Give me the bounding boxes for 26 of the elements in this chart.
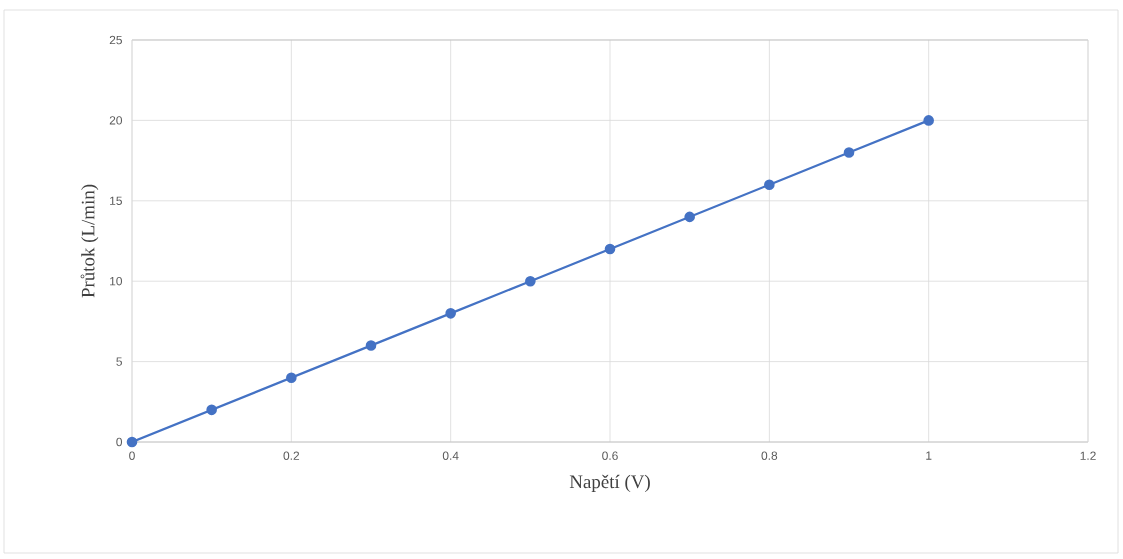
point [604,243,616,255]
x-tick-label: 0.8 [761,451,778,460]
point [525,275,536,287]
point [126,436,138,448]
point [684,211,695,223]
y-tick-label: 10 [110,276,123,286]
y-tick-label: 0 [116,437,123,447]
x-tick-label: 1 [926,451,932,460]
x-tick-label: 0.2 [283,451,300,460]
y-tick-label: 20 [109,116,123,125]
x-axis-title: Napětí (V) [569,474,650,493]
point [445,308,456,319]
y-tick-label: 15 [110,196,122,205]
x-tick-label: 0 [129,451,135,460]
point [286,372,297,383]
point [764,179,775,191]
point [843,147,855,158]
point [923,115,934,126]
x-tick-label: 1.2 [1080,451,1096,460]
point [365,340,377,351]
x-tick-label: 0.4 [442,451,459,460]
x-tick-label: 0.6 [602,451,618,460]
point [206,404,217,416]
y-tick-label: 5 [116,357,122,366]
y-tick-label: 25 [109,35,122,45]
y-axis-title: Průtok (L/min) [80,184,99,298]
